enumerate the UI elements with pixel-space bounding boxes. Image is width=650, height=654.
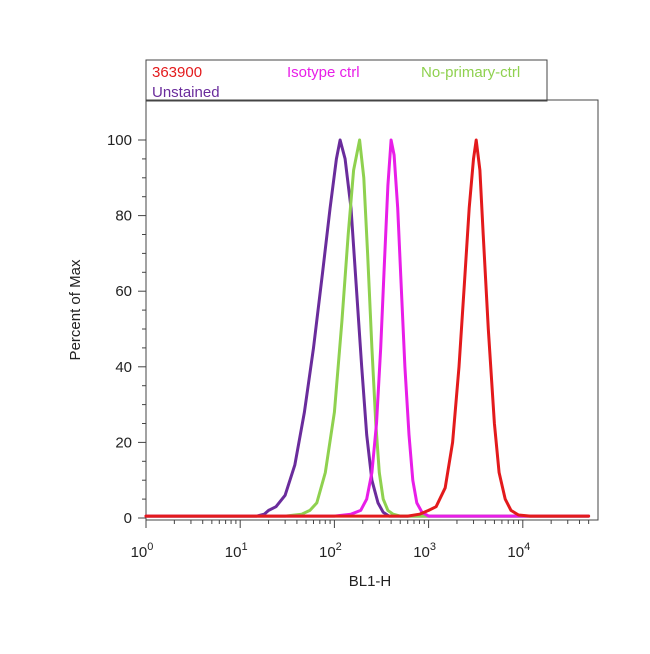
x-tick-label: 104 xyxy=(507,541,530,561)
legend-entry-4: Unstained xyxy=(152,84,220,101)
series-line-1 xyxy=(144,138,591,518)
x-tick-label: 102 xyxy=(319,541,342,561)
y-tick-label: 40 xyxy=(115,359,132,376)
legend-box xyxy=(145,59,548,102)
legend-entry-2: Isotype ctrl xyxy=(287,64,360,81)
y-tick-label: 80 xyxy=(115,208,132,225)
y-tick-label: 20 xyxy=(115,434,132,451)
y-tick-label: 60 xyxy=(115,283,132,300)
x-axis-title: BL1-H xyxy=(349,573,392,590)
legend: 363900 Isotype ctrl No-primary-ctrl Unstain… xyxy=(145,59,548,102)
x-tick-label: 100 xyxy=(131,541,154,561)
y-tick-label: 0 xyxy=(124,510,132,527)
y-tick-label: 100 xyxy=(107,132,132,149)
legend-entry-3: No-primary-ctrl xyxy=(421,64,520,81)
x-tick-label: 101 xyxy=(225,541,248,561)
series-line-3 xyxy=(144,138,591,518)
x-axis: 100 101 102 103 104 xyxy=(131,520,590,561)
series-line-4 xyxy=(144,138,591,518)
x-tick-label: 103 xyxy=(413,541,436,561)
legend-entry-1: 363900 xyxy=(152,64,202,81)
y-axis-title: Percent of Max xyxy=(67,259,84,360)
series-line-2 xyxy=(144,138,591,518)
series-layer xyxy=(144,138,591,518)
y-axis: 0 20 40 60 80 100 xyxy=(107,132,146,527)
